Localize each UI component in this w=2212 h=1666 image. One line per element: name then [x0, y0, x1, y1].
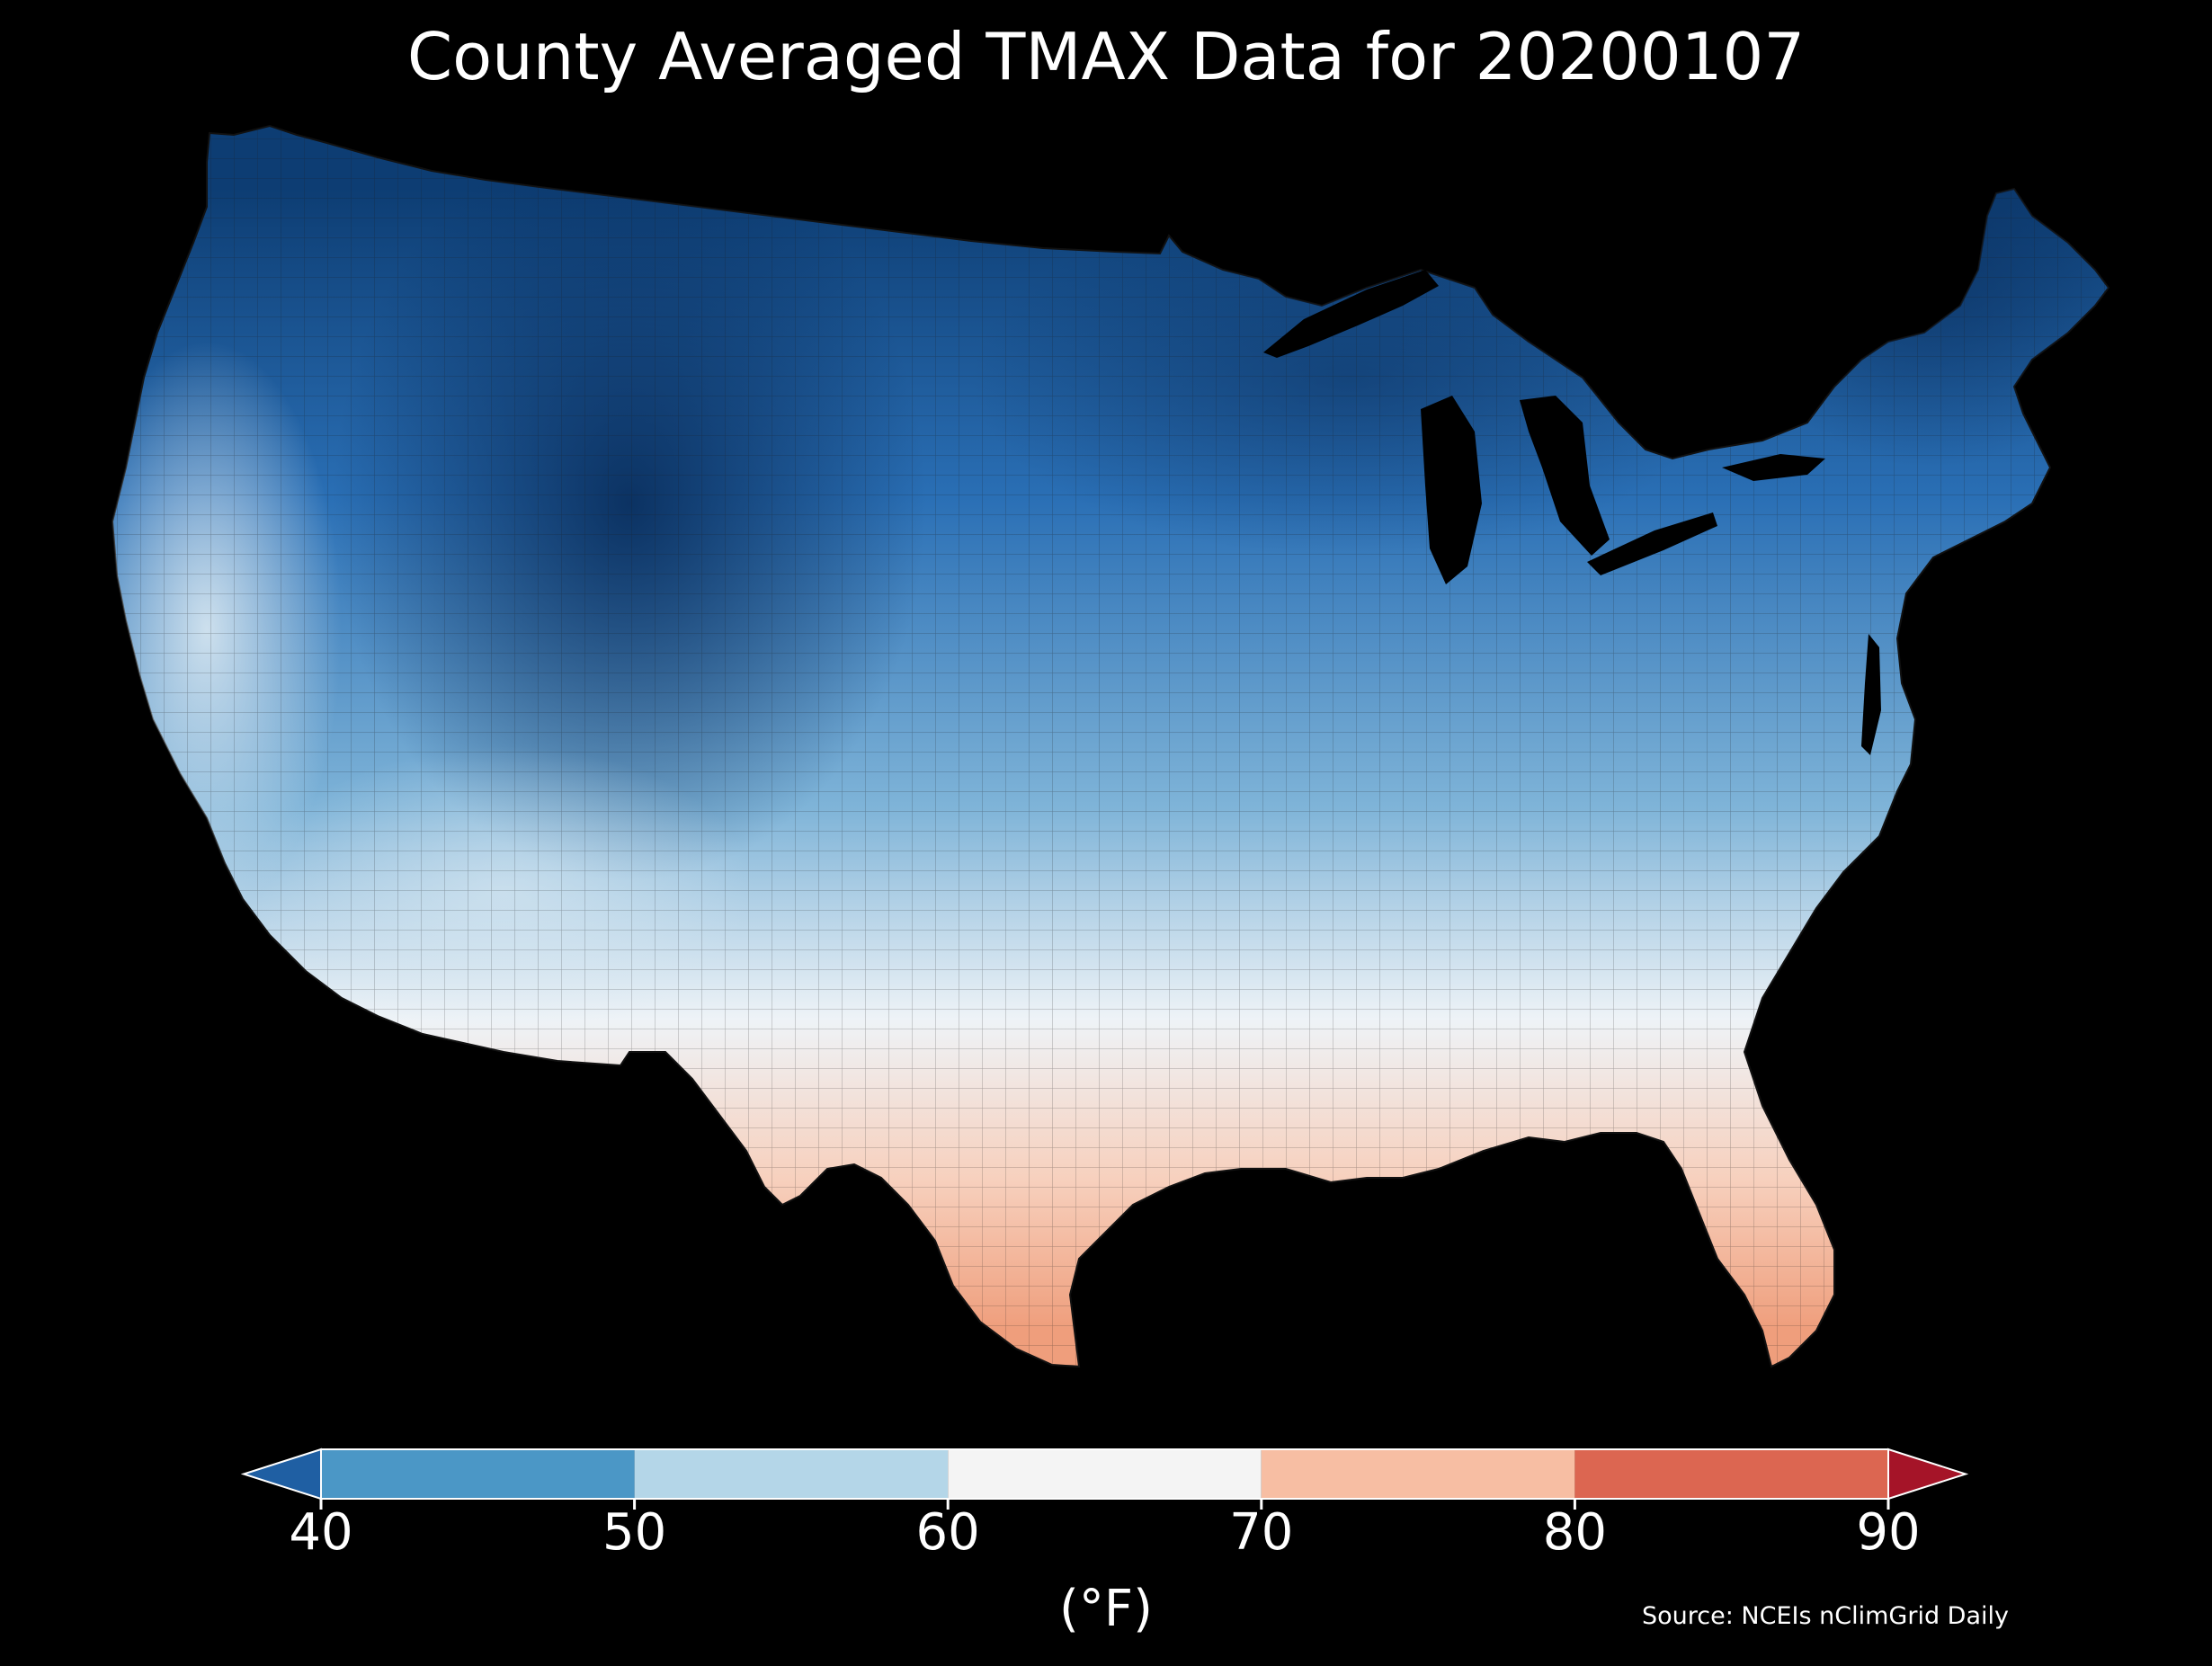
lake-ontario — [1722, 454, 1825, 481]
colorbar-tick-label: 70 — [1229, 1503, 1294, 1562]
lake-michigan — [1421, 396, 1482, 584]
colorbar-segment — [1574, 1449, 1888, 1499]
source-credit: Source: NCEIs nClimGrid Daily — [1642, 1602, 2009, 1630]
colorbar-outline — [320, 1448, 1889, 1500]
colorbar-segment — [634, 1449, 949, 1499]
colorbar-tick-label: 40 — [289, 1503, 353, 1562]
colorbar-segment — [1261, 1449, 1575, 1499]
map-title: County Averaged TMAX Data for 20200107 — [406, 19, 1806, 94]
colorbar-unit-label: (°F) — [1059, 1580, 1153, 1638]
colorbar-tick-label: 90 — [1856, 1503, 1921, 1562]
colorbar-overflow-arrow — [1887, 1448, 1969, 1501]
lake-huron — [1520, 396, 1610, 556]
lake-erie — [1587, 512, 1717, 575]
colorbar-segment — [321, 1449, 635, 1499]
colorbar-tick-label: 60 — [915, 1503, 980, 1562]
colorbar-tick-label: 80 — [1542, 1503, 1608, 1562]
colorbar-underflow-arrow — [240, 1448, 322, 1501]
colorbar-tick-label: 50 — [602, 1503, 667, 1562]
colorbar-segments — [240, 1448, 1969, 1501]
colorbar-segment — [948, 1449, 1262, 1499]
chesapeake-bay — [1861, 634, 1881, 755]
lake-superior — [1263, 270, 1439, 358]
colorbar-ticks — [319, 1499, 1890, 1510]
